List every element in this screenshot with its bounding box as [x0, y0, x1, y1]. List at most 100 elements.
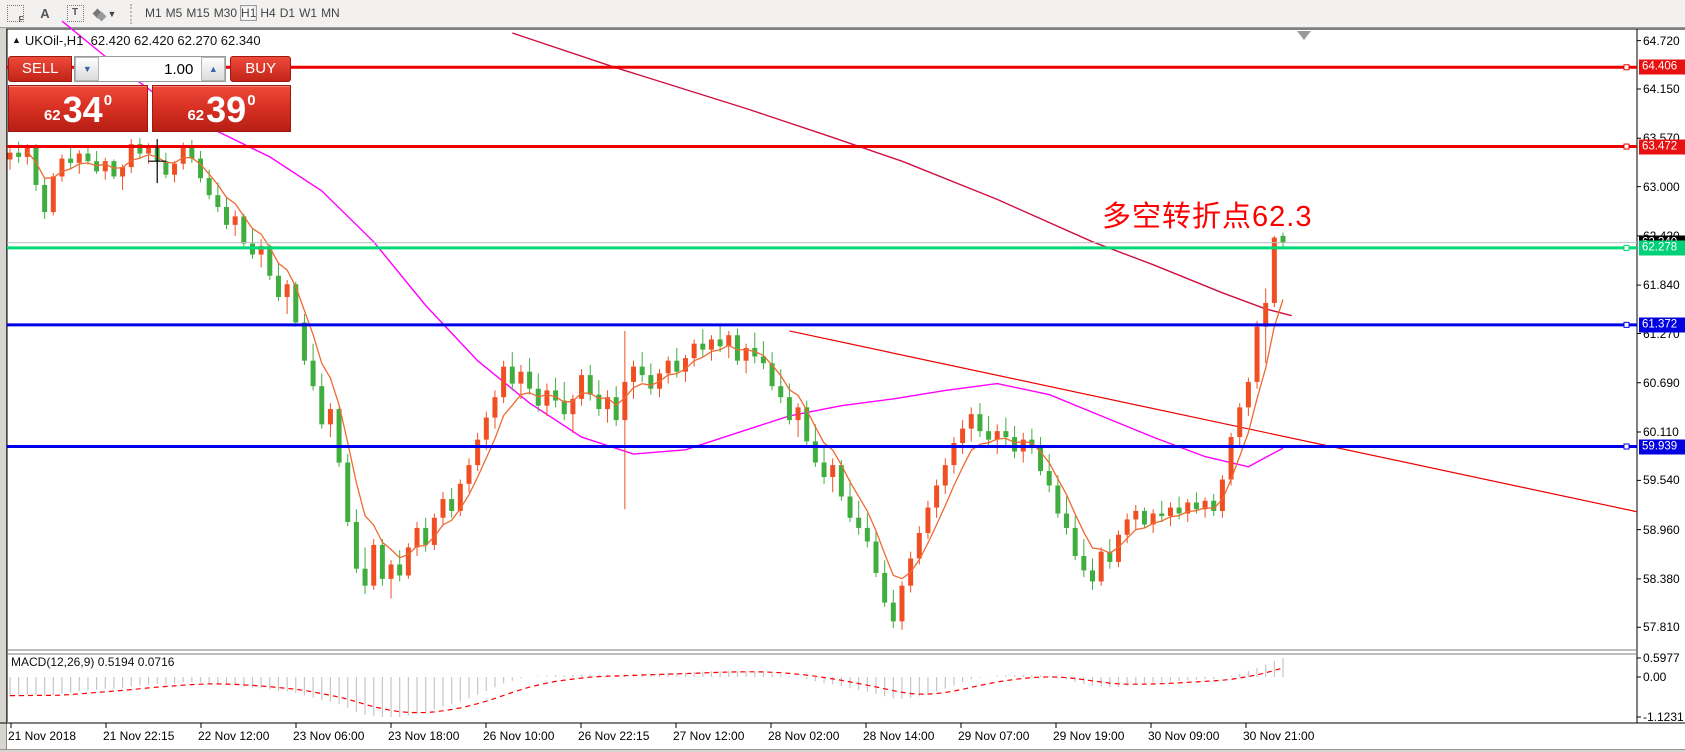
sell-button[interactable]: SELL: [8, 56, 73, 82]
candle-body: [431, 517, 437, 545]
text-label-icon[interactable]: A: [40, 6, 50, 21]
buy-price-prefix: 62: [187, 107, 205, 124]
candle-body: [457, 483, 463, 511]
price-tick-label: 60.110: [1643, 424, 1679, 439]
timeframe-button-m30[interactable]: M30: [213, 6, 238, 20]
volume-decrease-button[interactable]: ▼: [75, 57, 100, 81]
line-handle[interactable]: [1623, 244, 1630, 251]
candle-body: [206, 178, 212, 196]
candle-body: [916, 533, 922, 559]
candle-body: [700, 343, 706, 350]
candle-body: [1245, 381, 1251, 408]
candle-body: [146, 147, 152, 154]
line-handle[interactable]: [1623, 143, 1630, 150]
candle-body: [1124, 519, 1130, 535]
candle-body: [388, 564, 394, 579]
price-level-badge: 62.278: [1639, 240, 1685, 256]
candle-body: [336, 409, 342, 463]
timeframe-button-group: M1 M5 M15 M30 H1 H4 D1 W1 MN: [143, 4, 342, 23]
candle-body: [1055, 485, 1061, 514]
candle-body: [631, 366, 637, 382]
time-tick-label: 29 Nov 19:00: [1053, 729, 1125, 743]
candle-body: [579, 375, 585, 399]
line-handle[interactable]: [1623, 443, 1630, 450]
candle-body: [327, 409, 333, 425]
candle-body: [59, 158, 65, 177]
timeframe-button-m1[interactable]: M1: [145, 6, 162, 20]
candle-body: [605, 397, 611, 410]
candle-body: [847, 496, 853, 518]
candle-body: [795, 407, 801, 421]
ma-slow-crimson[interactable]: [512, 32, 1292, 317]
candle-body: [682, 358, 688, 372]
candle-body: [613, 397, 619, 421]
candle-body: [163, 161, 169, 175]
price-tick-label: 57.810: [1643, 620, 1680, 635]
timeframe-button-h1[interactable]: H1: [240, 5, 258, 21]
timeframe-button-m5[interactable]: M5: [165, 6, 183, 20]
sell-price-prefix: 62: [43, 107, 61, 124]
timeframe-button-d1[interactable]: D1: [279, 6, 296, 20]
candle-body: [1038, 445, 1044, 472]
candle-body: [830, 465, 836, 477]
buy-price-tile[interactable]: 62 39 0: [152, 85, 291, 132]
candle-body: [1003, 431, 1009, 438]
candle-body: [1237, 407, 1243, 438]
volume-input[interactable]: [99, 57, 202, 81]
candle-body: [371, 544, 377, 586]
candle-body: [553, 390, 559, 401]
candle-body: [509, 366, 515, 384]
candle-body: [440, 499, 446, 518]
candle-body: [284, 284, 290, 298]
candle-body: [397, 564, 403, 576]
candle-body: [665, 360, 671, 374]
candle-body: [986, 431, 992, 440]
volume-increase-button[interactable]: ▲: [201, 57, 226, 81]
fractal-grid-icon[interactable]: F: [2, 3, 28, 25]
candle-body: [267, 246, 273, 276]
candle-body: [1176, 507, 1182, 514]
collapse-arrow-icon[interactable]: ▲: [12, 35, 21, 45]
candle-body: [1064, 513, 1070, 528]
ma-fast-orange[interactable]: [26, 151, 1284, 580]
line-handle[interactable]: [1623, 64, 1630, 71]
one-click-trade-panel: SELL ▼ ▲ BUY 62 34 0 62 39 0: [8, 56, 291, 132]
timeframe-button-m15[interactable]: M15: [186, 6, 210, 20]
candle-body: [353, 521, 359, 569]
candle-body: [527, 371, 533, 389]
candle-body: [1280, 235, 1286, 243]
buy-button[interactable]: BUY: [230, 56, 291, 82]
timeframe-button-mn[interactable]: MN: [321, 6, 340, 20]
chart-canvas[interactable]: [0, 28, 1685, 752]
descending-trendline[interactable]: [789, 330, 1638, 513]
chevron-down-icon: ▼: [107, 8, 117, 19]
candle-body: [596, 394, 602, 410]
price-tick-label: 63.000: [1643, 179, 1680, 194]
time-tick-label: 22 Nov 12:00: [198, 729, 270, 743]
line-handle[interactable]: [1623, 321, 1630, 328]
candle-body: [466, 465, 472, 484]
candle-body: [345, 462, 351, 522]
price-tick-label: 58.380: [1643, 571, 1680, 586]
timeframe-button-w1[interactable]: W1: [299, 6, 318, 20]
chart-annotation-text[interactable]: 多空转折点62.3: [1102, 201, 1313, 233]
candle-body: [804, 407, 810, 442]
window-bottom-border: [0, 749, 1685, 752]
price-level-badge: 59.939: [1639, 439, 1685, 454]
candle-body: [16, 152, 22, 157]
text-box-icon[interactable]: T: [62, 3, 88, 25]
candle-body: [293, 284, 299, 323]
candle-body: [691, 343, 697, 359]
timeframe-button-h4[interactable]: H4: [260, 6, 276, 20]
chart-shift-marker-icon[interactable]: [1297, 31, 1311, 40]
candle-body: [856, 517, 862, 528]
ma-magenta[interactable]: [61, 20, 1284, 468]
sell-price-tile[interactable]: 62 34 0: [8, 85, 148, 132]
shapes-icon[interactable]: ▼: [92, 3, 118, 25]
candle-body: [7, 152, 13, 160]
candle-body: [224, 207, 229, 225]
candle-body: [899, 585, 905, 622]
candle-body: [674, 360, 680, 372]
